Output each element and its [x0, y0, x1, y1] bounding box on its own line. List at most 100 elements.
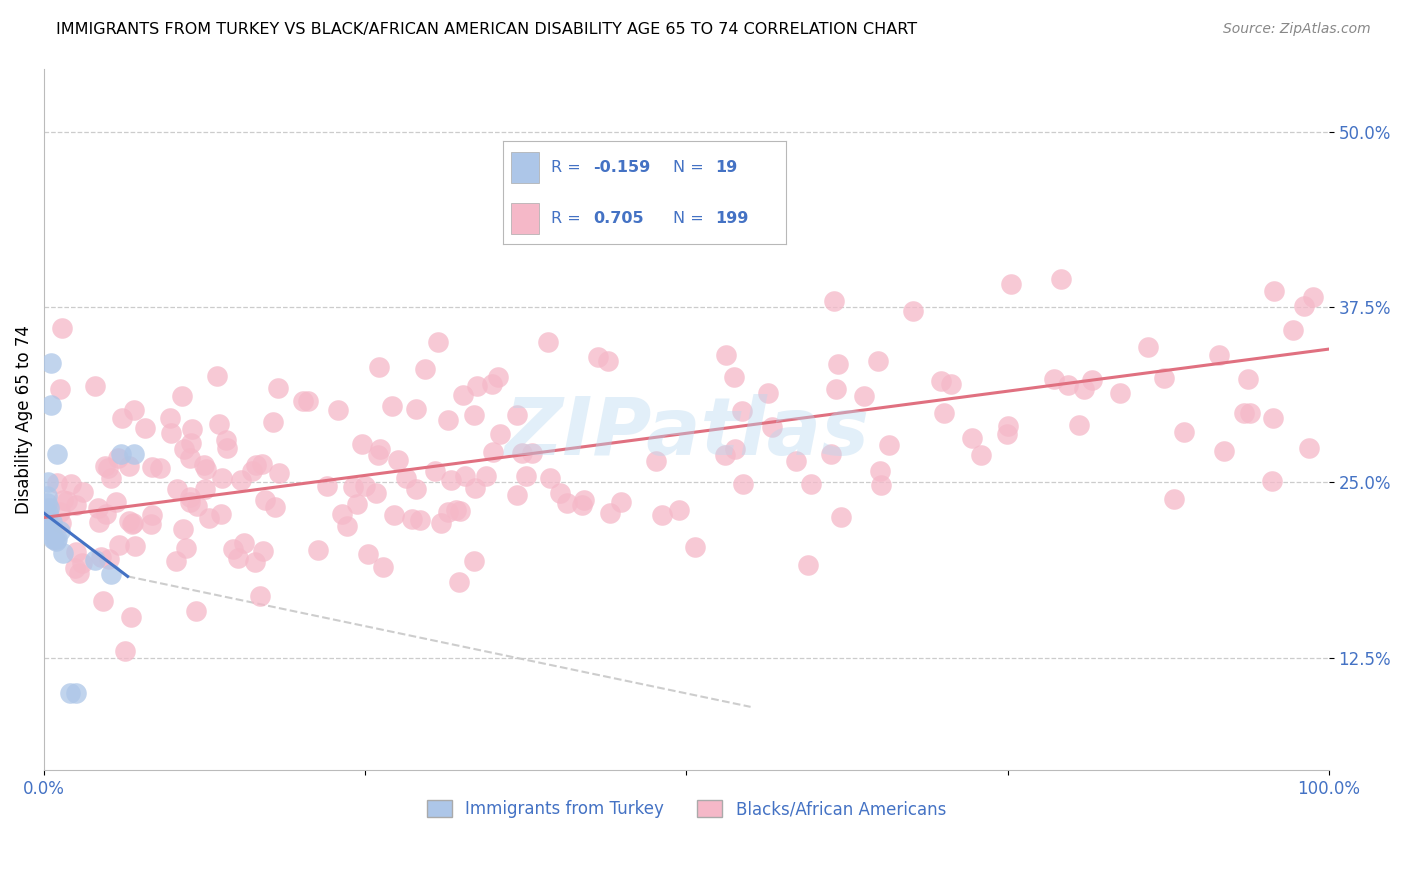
- Point: [785, 454, 807, 468]
- Point: [245, 458, 267, 472]
- Point: [1163, 492, 1185, 507]
- Point: [141, 459, 163, 474]
- Point: [463, 554, 485, 568]
- Point: [350, 437, 373, 451]
- Point: [522, 446, 544, 460]
- Point: [409, 513, 432, 527]
- Point: [46, 532, 69, 546]
- Point: [536, 334, 558, 349]
- Point: [1263, 284, 1285, 298]
- Point: [733, 477, 755, 491]
- Point: [446, 503, 468, 517]
- Point: [232, 536, 254, 550]
- Point: [489, 427, 512, 442]
- Point: [97, 461, 120, 475]
- Point: [548, 485, 571, 500]
- Point: [426, 334, 449, 349]
- Point: [453, 469, 475, 483]
- Point: [208, 417, 231, 431]
- Point: [342, 480, 364, 494]
- Point: [475, 469, 498, 483]
- Point: [731, 404, 754, 418]
- Text: IMMIGRANTS FROM TURKEY VS BLACK/AFRICAN AMERICAN DISABILITY AGE 65 TO 74 CORRELA: IMMIGRANTS FROM TURKEY VS BLACK/AFRICAN …: [56, 22, 917, 37]
- Point: [141, 508, 163, 523]
- Point: [52, 545, 75, 559]
- Point: [1298, 441, 1320, 455]
- Point: [122, 403, 145, 417]
- Point: [37, 506, 59, 520]
- Point: [49, 382, 72, 396]
- Text: N =: N =: [672, 160, 703, 175]
- Text: 0.705: 0.705: [593, 211, 644, 227]
- Point: [166, 483, 188, 497]
- Point: [486, 370, 509, 384]
- Point: [114, 644, 136, 658]
- Point: [67, 566, 90, 581]
- Point: [122, 516, 145, 531]
- Point: [120, 610, 142, 624]
- Point: [827, 357, 849, 371]
- Point: [929, 374, 952, 388]
- Point: [825, 382, 848, 396]
- Point: [1057, 377, 1080, 392]
- Point: [35, 490, 58, 504]
- Point: [51, 516, 73, 530]
- Point: [330, 507, 353, 521]
- Point: [89, 515, 111, 529]
- Point: [122, 447, 145, 461]
- Point: [37, 475, 59, 490]
- Point: [197, 510, 219, 524]
- Point: [211, 471, 233, 485]
- Point: [368, 442, 391, 456]
- Point: [84, 552, 107, 566]
- Point: [65, 686, 87, 700]
- Bar: [512, 152, 540, 183]
- Point: [599, 507, 621, 521]
- Point: [714, 448, 737, 462]
- Point: [506, 408, 529, 422]
- Point: [84, 379, 107, 393]
- Point: [1050, 271, 1073, 285]
- Point: [291, 394, 314, 409]
- Point: [34, 503, 56, 517]
- Point: [870, 477, 893, 491]
- Point: [586, 350, 609, 364]
- Point: [240, 464, 263, 478]
- Point: [413, 362, 436, 376]
- Point: [367, 448, 389, 462]
- Point: [215, 441, 238, 455]
- Point: [506, 488, 529, 502]
- Point: [121, 517, 143, 532]
- Point: [382, 508, 405, 522]
- Point: [39, 398, 62, 412]
- Point: [368, 359, 391, 374]
- Point: [72, 485, 94, 500]
- Point: [63, 561, 86, 575]
- Point: [571, 498, 593, 512]
- Point: [714, 348, 737, 362]
- Point: [249, 590, 271, 604]
- Point: [852, 389, 875, 403]
- Point: [405, 482, 427, 496]
- Point: [405, 401, 427, 416]
- Point: [354, 479, 377, 493]
- Point: [316, 479, 339, 493]
- Text: Source: ZipAtlas.com: Source: ZipAtlas.com: [1223, 22, 1371, 37]
- Point: [118, 514, 141, 528]
- Point: [159, 411, 181, 425]
- Point: [371, 560, 394, 574]
- Point: [449, 504, 471, 518]
- Point: [194, 482, 217, 496]
- Point: [820, 447, 842, 461]
- Point: [685, 540, 707, 554]
- Point: [596, 354, 619, 368]
- Point: [97, 552, 120, 566]
- Point: [761, 420, 783, 434]
- Point: [269, 467, 291, 481]
- Point: [901, 304, 924, 318]
- Point: [179, 490, 201, 504]
- Point: [118, 458, 141, 473]
- Point: [538, 471, 561, 485]
- Point: [1294, 299, 1316, 313]
- Point: [108, 538, 131, 552]
